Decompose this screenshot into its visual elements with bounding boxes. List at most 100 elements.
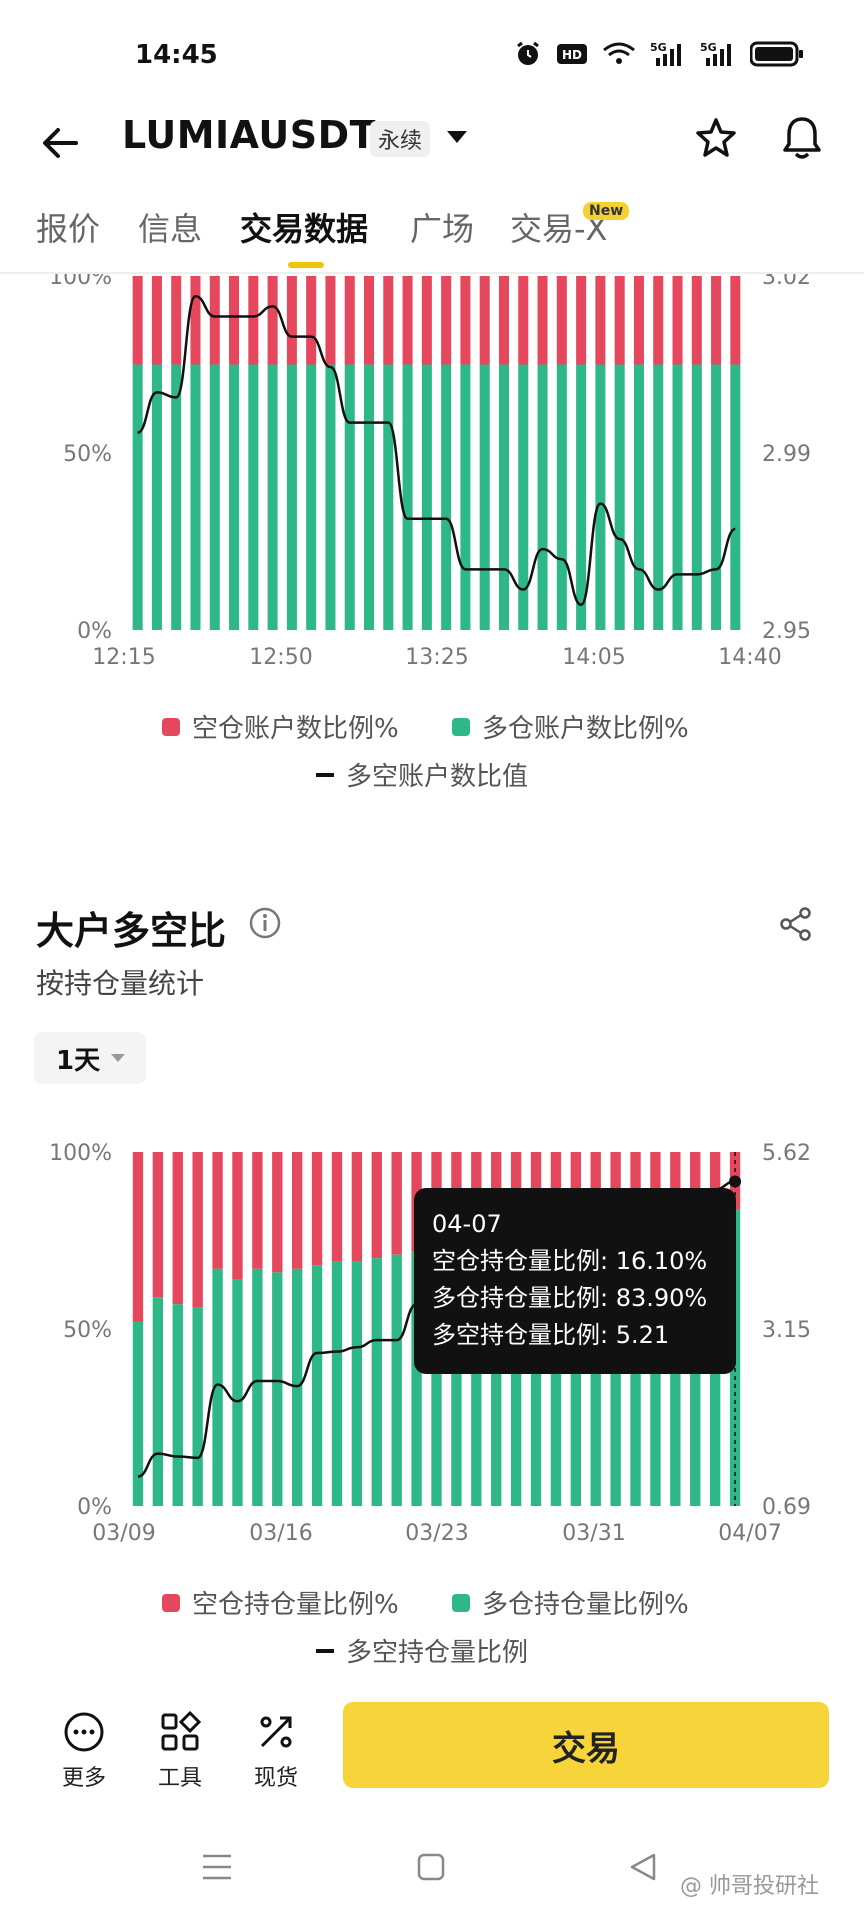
spot-button[interactable]: 现货 [236, 1710, 316, 1792]
more-dots-icon [64, 1712, 104, 1752]
bar-short [371, 1152, 382, 1259]
legend-item-short[interactable]: 空仓持仓量比例% [162, 1584, 399, 1621]
spot-label: 现货 [253, 1766, 298, 1791]
alarm-icon [517, 41, 539, 65]
right-axis-tick: 3.15 [762, 1318, 811, 1343]
bar-short [132, 1152, 144, 1322]
bar-long [391, 1254, 402, 1506]
bar-long [192, 1307, 203, 1506]
bar-long [691, 364, 702, 630]
wifi-icon [603, 42, 635, 64]
bar-short [331, 1152, 343, 1262]
share-icon[interactable] [778, 906, 814, 942]
bar-short [190, 276, 201, 365]
bar-long [383, 364, 394, 630]
bar-short [267, 276, 278, 365]
legend-swatch-short [162, 1593, 180, 1612]
bar-long [272, 1272, 283, 1506]
tools-grid-icon [161, 1710, 202, 1751]
right-axis-tick: 2.95 [762, 619, 811, 644]
bar-short [670, 1152, 681, 1220]
chevron-down-icon[interactable] [445, 128, 469, 146]
bar-short [132, 276, 143, 365]
bar-short [248, 276, 259, 365]
bar-short [344, 276, 355, 365]
bar-long [633, 364, 644, 630]
bar-long [132, 1321, 144, 1506]
tab-square[interactable]: 广场 [410, 210, 475, 248]
bar-long [730, 364, 741, 630]
bar-short [711, 276, 722, 365]
net-label-2: 5G [700, 41, 717, 54]
bar-long [252, 1268, 263, 1506]
bar-short [576, 276, 587, 365]
5g-signal-icon: 5G [650, 41, 681, 66]
tab-info[interactable]: 信息 [138, 210, 203, 248]
home-square-icon[interactable] [414, 1850, 448, 1884]
legend-label-long: 多仓持仓量比例% [482, 1590, 689, 1620]
back-triangle-icon[interactable] [626, 1850, 660, 1884]
legend-label-long: 多仓账户数比例% [482, 714, 689, 744]
legend-item-short[interactable]: 空仓账户数比例% [162, 708, 399, 745]
bar-short [421, 276, 432, 365]
legend-item-ratio[interactable]: 多空账户数比值 [316, 756, 528, 793]
bar-short [311, 1152, 323, 1266]
bar-short [650, 1152, 661, 1223]
bar-short [252, 1152, 263, 1269]
bar-short [351, 1152, 363, 1262]
bar-long [306, 364, 317, 630]
status-time: 14:45 [135, 40, 218, 70]
legend-item-long[interactable]: 多仓账户数比例% [452, 708, 689, 745]
favorite-star-icon[interactable] [694, 116, 738, 160]
bar-short [212, 1152, 223, 1269]
x-axis-tick: 03/31 [562, 1521, 625, 1546]
5g-signal-icon: 5G [700, 41, 731, 66]
bar-long [421, 364, 432, 630]
bell-icon[interactable] [780, 114, 824, 162]
bar-short [306, 276, 317, 365]
bar-short [595, 276, 606, 365]
bar-long [325, 364, 336, 630]
battery-icon [750, 41, 803, 67]
active-tab-indicator [288, 262, 324, 268]
bar-long [402, 364, 413, 630]
x-axis-tick: 03/23 [405, 1521, 468, 1546]
section-title: 大户多空比 [36, 909, 227, 953]
contract-type-badge: 永续 [370, 121, 431, 157]
bar-long [556, 364, 567, 630]
crosshair-point [729, 1175, 742, 1188]
bar-short [192, 1152, 203, 1308]
period-value: 1天 [56, 1045, 101, 1076]
bar-long [229, 364, 240, 630]
tools-button[interactable]: 工具 [140, 1710, 220, 1792]
symbol-title[interactable]: LUMIAUSDT [122, 113, 377, 157]
chart-tooltip: 04-07 空仓持仓量比例: 16.10% 多仓持仓量比例: 83.90% 多空… [414, 1188, 736, 1374]
period-select[interactable]: 1天 [34, 1032, 146, 1084]
bar-long [132, 364, 143, 630]
account-ratio-chart[interactable]: 100% 50% 0% 3.02 2.99 2.95 12:15 12:50 13:25 14:0… [0, 274, 864, 674]
back-arrow-icon[interactable] [36, 118, 86, 168]
menu-icon[interactable] [200, 1850, 234, 1884]
x-axis-tick: 12:50 [249, 645, 312, 670]
legend-item-ratio[interactable]: 多空持仓量比例 [316, 1632, 528, 1669]
tab-quote[interactable]: 报价 [36, 210, 101, 248]
tabs-divider [0, 272, 864, 274]
bar-short [151, 276, 162, 365]
x-axis-tick: 14:40 [718, 645, 781, 670]
info-icon[interactable] [248, 906, 282, 940]
bar-long [537, 364, 548, 630]
bar-long [431, 1247, 442, 1506]
bar-short [272, 1152, 283, 1273]
legend-item-long[interactable]: 多仓持仓量比例% [452, 1584, 689, 1621]
bar-long [460, 364, 471, 630]
bar-short [518, 276, 529, 365]
tab-trading-data[interactable]: 交易数据 [240, 210, 369, 248]
more-button[interactable]: 更多 [44, 1710, 124, 1792]
trade-button[interactable]: 交易 [343, 1702, 829, 1788]
legend-line-ratio [316, 772, 334, 777]
net-label-1: 5G [650, 41, 667, 54]
hd-label: HD [562, 48, 582, 62]
system-nav-bar [0, 1826, 864, 1920]
bar-short [172, 1152, 183, 1305]
left-axis-tick: 50% [63, 1318, 112, 1343]
